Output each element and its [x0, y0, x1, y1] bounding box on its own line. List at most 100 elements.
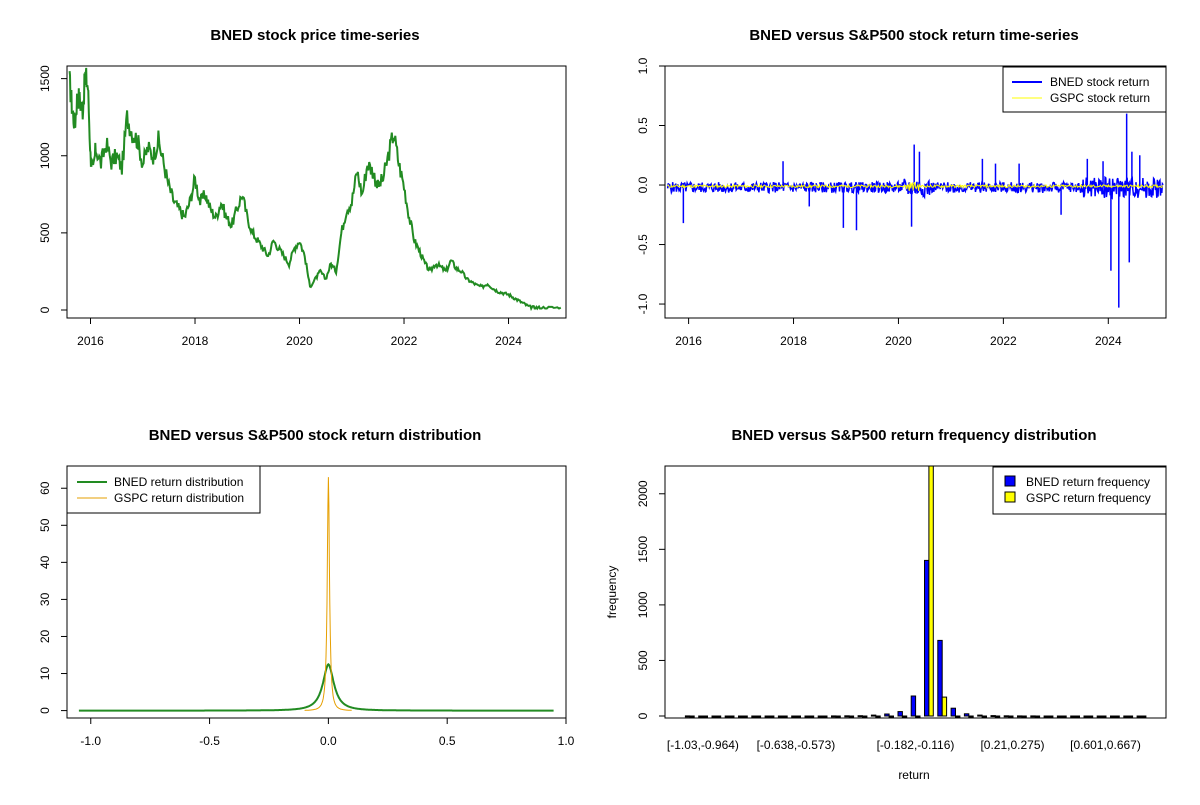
bned-frequency-bar	[684, 715, 691, 718]
y-tick-label: 1.0	[636, 57, 650, 74]
bned-frequency-bar	[804, 715, 810, 718]
bned-frequency-bar	[1083, 715, 1089, 718]
y-tick-label: 500	[636, 650, 650, 670]
bned-frequency-bar	[738, 715, 744, 718]
x-tick-label: -0.5	[199, 734, 220, 748]
y-tick-label: 60	[38, 481, 52, 495]
y-tick-label: 0	[38, 707, 52, 714]
gspc-frequency-bar	[795, 715, 801, 718]
bned-frequency-bar	[963, 713, 970, 717]
gspc-frequency-bar	[702, 715, 708, 718]
x-tick-label: 0.0	[320, 734, 337, 748]
y-tick-label: 0	[636, 712, 650, 719]
bned-frequency-bar	[937, 639, 943, 717]
x-axis-label: return	[898, 768, 929, 782]
y-tick-label: 0.5	[636, 117, 650, 134]
x-tick-label: [-1.03,-0.964)	[667, 738, 739, 752]
panel-return-histogram: BNED versus S&P500 return frequency dist…	[605, 427, 1167, 782]
x-tick-label: [0.21,0.275)	[980, 738, 1044, 752]
gspc-frequency-bar	[1048, 715, 1054, 718]
y-tick-label: 20	[38, 629, 52, 643]
bned-frequency-bar	[870, 714, 877, 717]
legend-label: BNED return distribution	[114, 475, 243, 489]
plot-frame	[664, 65, 1167, 319]
bned-frequency-bar	[1017, 715, 1023, 718]
gspc-frequency-bar	[729, 715, 735, 718]
bned-frequency-bar	[1003, 715, 1010, 718]
gspc-frequency-bar	[981, 715, 987, 718]
x-tick-label: 2022	[990, 334, 1017, 348]
x-tick-label: 2024	[495, 334, 522, 348]
bned-frequency-bar	[884, 713, 890, 717]
gspc-frequency-bar	[1114, 715, 1120, 718]
bned-frequency-bar	[724, 715, 731, 718]
bned-frequency-bar	[711, 715, 717, 718]
chart-title: BNED versus S&P500 stock return distribu…	[149, 427, 482, 444]
legend: BNED stock return GSPC stock return	[1002, 66, 1167, 113]
y-tick-label: -1.0	[636, 293, 650, 314]
x-tick-label: 0.5	[439, 734, 456, 748]
bned-frequency-bar	[1136, 715, 1142, 718]
bned-frequency-bar	[1110, 715, 1116, 718]
bned-frequency-bar	[977, 714, 983, 717]
y-tick-label: 40	[38, 555, 52, 569]
y-tick-label: 2000	[636, 480, 650, 507]
x-tick-label: 2020	[286, 334, 313, 348]
legend-label: BNED return frequency	[1026, 475, 1150, 489]
legend-swatch	[1004, 475, 1016, 487]
legend-label: GSPC stock return	[1050, 91, 1150, 105]
x-tick-label: [-0.182,-0.116)	[877, 738, 955, 752]
gspc-frequency-bar	[862, 715, 868, 718]
gspc-frequency-bar	[1141, 715, 1147, 718]
gspc-frequency-bar	[689, 715, 695, 718]
y-tick-label: 30	[38, 592, 52, 606]
bned-frequency-bar	[897, 711, 903, 717]
gspc-frequency-bar	[835, 715, 841, 718]
legend-label: GSPC return frequency	[1026, 491, 1151, 505]
gspc-frequency-bar	[1127, 715, 1134, 718]
x-tick-label: [0.601,0.667)	[1070, 738, 1141, 752]
x-tick-label: 2016	[77, 334, 104, 348]
gspc-frequency-bar	[822, 715, 828, 718]
y-axis-label: frequency	[605, 566, 619, 619]
chart-title: BNED versus S&P500 stock return time-ser…	[749, 27, 1078, 44]
y-tick-label: 1500	[38, 65, 52, 92]
series-line	[68, 67, 562, 312]
gspc-density-line	[304, 477, 352, 711]
y-tick-label: 0.0	[636, 176, 650, 193]
legend-label: BNED stock return	[1050, 75, 1149, 89]
x-tick-label: [-0.638,-0.573)	[757, 738, 836, 752]
legend-box	[1002, 66, 1167, 113]
gspc-frequency-bar	[1021, 715, 1027, 718]
gspc-frequency-bar	[888, 715, 894, 718]
bned-frequency-bar	[1056, 715, 1063, 718]
gspc-frequency-bar	[968, 715, 974, 718]
bned-frequency-bar	[1123, 715, 1129, 718]
gspc-frequency-bar	[1034, 715, 1041, 718]
plot-frame	[66, 65, 567, 319]
chart-title: BNED versus S&P500 return frequency dist…	[731, 427, 1096, 444]
gspc-frequency-bar	[755, 715, 762, 718]
y-tick-label: 50	[38, 518, 52, 532]
gspc-frequency-bar	[875, 715, 881, 718]
x-tick-label: 2020	[885, 334, 912, 348]
x-tick-label: 1.0	[558, 734, 575, 748]
chart-title: BNED stock price time-series	[210, 27, 419, 44]
legend-box	[992, 466, 1167, 515]
gspc-frequency-bar	[1008, 715, 1014, 718]
panel-price: BNED stock price time-series 2016 2018 202…	[38, 27, 567, 348]
bned-frequency-bar	[910, 695, 917, 717]
y-tick-label: 1000	[38, 142, 52, 169]
bned-frequency-bar	[1096, 715, 1103, 718]
gspc-frequency-bar	[1087, 715, 1094, 718]
bned-frequency-bar	[751, 715, 757, 718]
bned-frequency-bar	[1043, 715, 1049, 718]
x-tick-label: 2018	[780, 334, 807, 348]
gspc-frequency-bar	[1061, 715, 1067, 718]
y-tick-label: 10	[38, 667, 52, 681]
bned-frequency-bar	[791, 715, 797, 718]
gspc-frequency-bar	[941, 696, 948, 717]
x-tick-label: 2022	[391, 334, 418, 348]
x-tick-label: 2024	[1095, 334, 1122, 348]
